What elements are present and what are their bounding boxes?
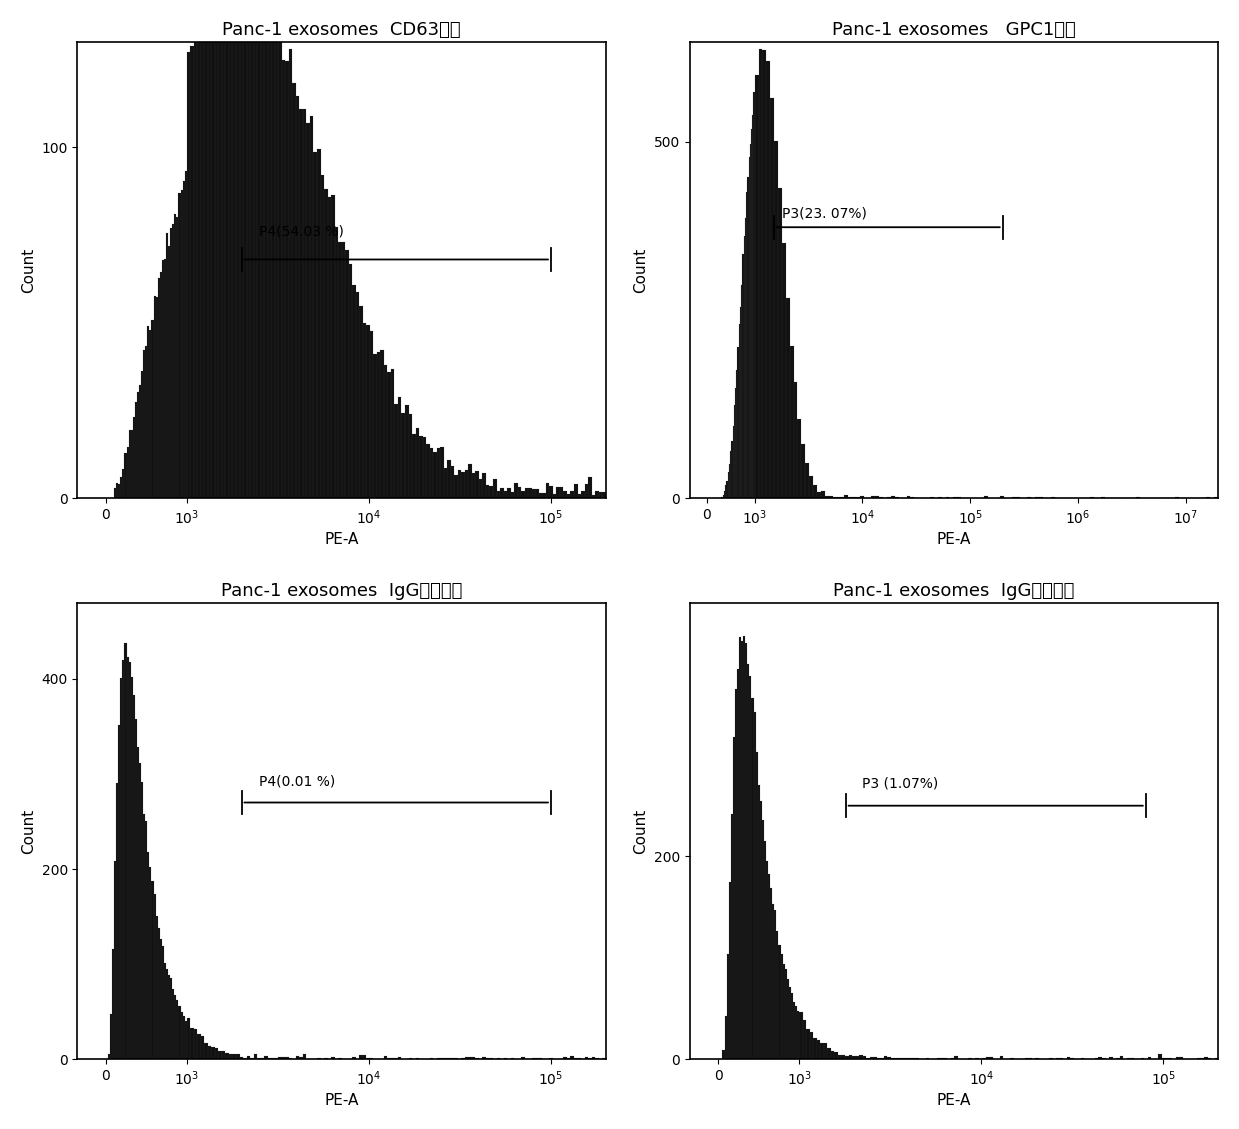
X-axis label: PE-A: PE-A	[325, 1093, 359, 1109]
Text: P4(54.03 %): P4(54.03 %)	[259, 225, 344, 238]
X-axis label: PE-A: PE-A	[937, 532, 971, 548]
Y-axis label: Count: Count	[633, 808, 648, 854]
X-axis label: PE-A: PE-A	[325, 532, 359, 548]
Text: P3 (1.07%): P3 (1.07%)	[861, 777, 938, 790]
Text: P4(0.01 %): P4(0.01 %)	[259, 774, 336, 788]
X-axis label: PE-A: PE-A	[937, 1093, 971, 1109]
Y-axis label: Count: Count	[21, 247, 36, 292]
Title: Panc-1 exosomes  CD63抗体: Panc-1 exosomes CD63抗体	[222, 20, 461, 38]
Title: Panc-1 exosomes  IgG同型对照: Panc-1 exosomes IgG同型对照	[221, 581, 462, 599]
Y-axis label: Count: Count	[633, 247, 648, 292]
Title: Panc-1 exosomes  IgG同型对照: Panc-1 exosomes IgG同型对照	[834, 581, 1074, 599]
Text: P3(23. 07%): P3(23. 07%)	[782, 207, 867, 220]
Title: Panc-1 exosomes   GPC1抗体: Panc-1 exosomes GPC1抗体	[833, 20, 1075, 38]
Y-axis label: Count: Count	[21, 808, 36, 854]
